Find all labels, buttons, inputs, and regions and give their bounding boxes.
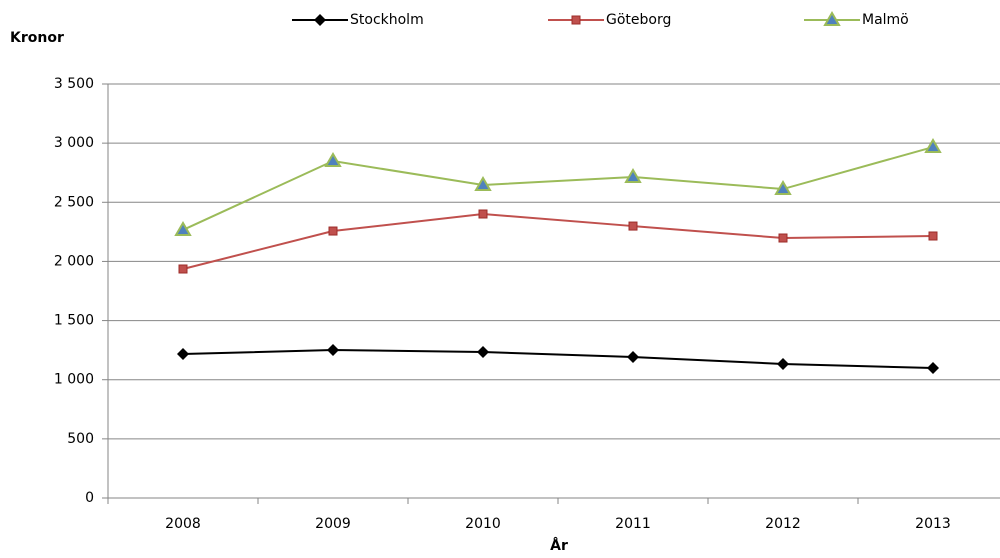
y-tick-label: 500 (67, 431, 94, 447)
series-line (182, 146, 934, 231)
marker (474, 176, 492, 192)
series-line (182, 349, 934, 370)
x-axis-label: År (550, 537, 568, 554)
marker (478, 209, 488, 219)
x-tick-label: 2010 (465, 516, 501, 532)
marker (628, 221, 638, 231)
marker (324, 152, 342, 168)
marker (627, 351, 639, 364)
marker (924, 138, 942, 154)
marker (927, 362, 939, 375)
marker (477, 346, 489, 359)
y-tick-label: 2 500 (54, 194, 94, 210)
marker (774, 180, 792, 196)
x-tick-label: 2013 (915, 516, 951, 532)
x-tick-label: 2012 (765, 516, 801, 532)
y-axis-label: Kronor (10, 30, 64, 46)
marker (328, 226, 338, 236)
x-tick-label: 2011 (615, 516, 651, 532)
legend-label: Stockholm (350, 12, 424, 28)
legend-label: Malmö (862, 12, 909, 28)
y-tick-label: 0 (85, 490, 94, 506)
marker (777, 357, 789, 370)
marker (928, 231, 938, 241)
marker (571, 15, 581, 25)
y-tick-label: 3 500 (54, 76, 94, 92)
x-tick-label: 2008 (165, 516, 201, 532)
y-tick-label: 3 000 (54, 135, 94, 151)
marker (327, 344, 339, 357)
y-tick-label: 2 000 (54, 253, 94, 269)
marker (823, 11, 841, 26)
marker (177, 348, 189, 361)
y-tick-label: 1 500 (54, 313, 94, 329)
x-tick-label: 2009 (315, 516, 351, 532)
series-line (182, 212, 934, 270)
marker (624, 167, 642, 183)
legend-label: Göteborg (606, 12, 671, 28)
marker (778, 233, 788, 243)
marker (174, 220, 192, 236)
y-tick-label: 1 000 (54, 372, 94, 388)
marker (314, 14, 326, 26)
marker (178, 264, 188, 274)
